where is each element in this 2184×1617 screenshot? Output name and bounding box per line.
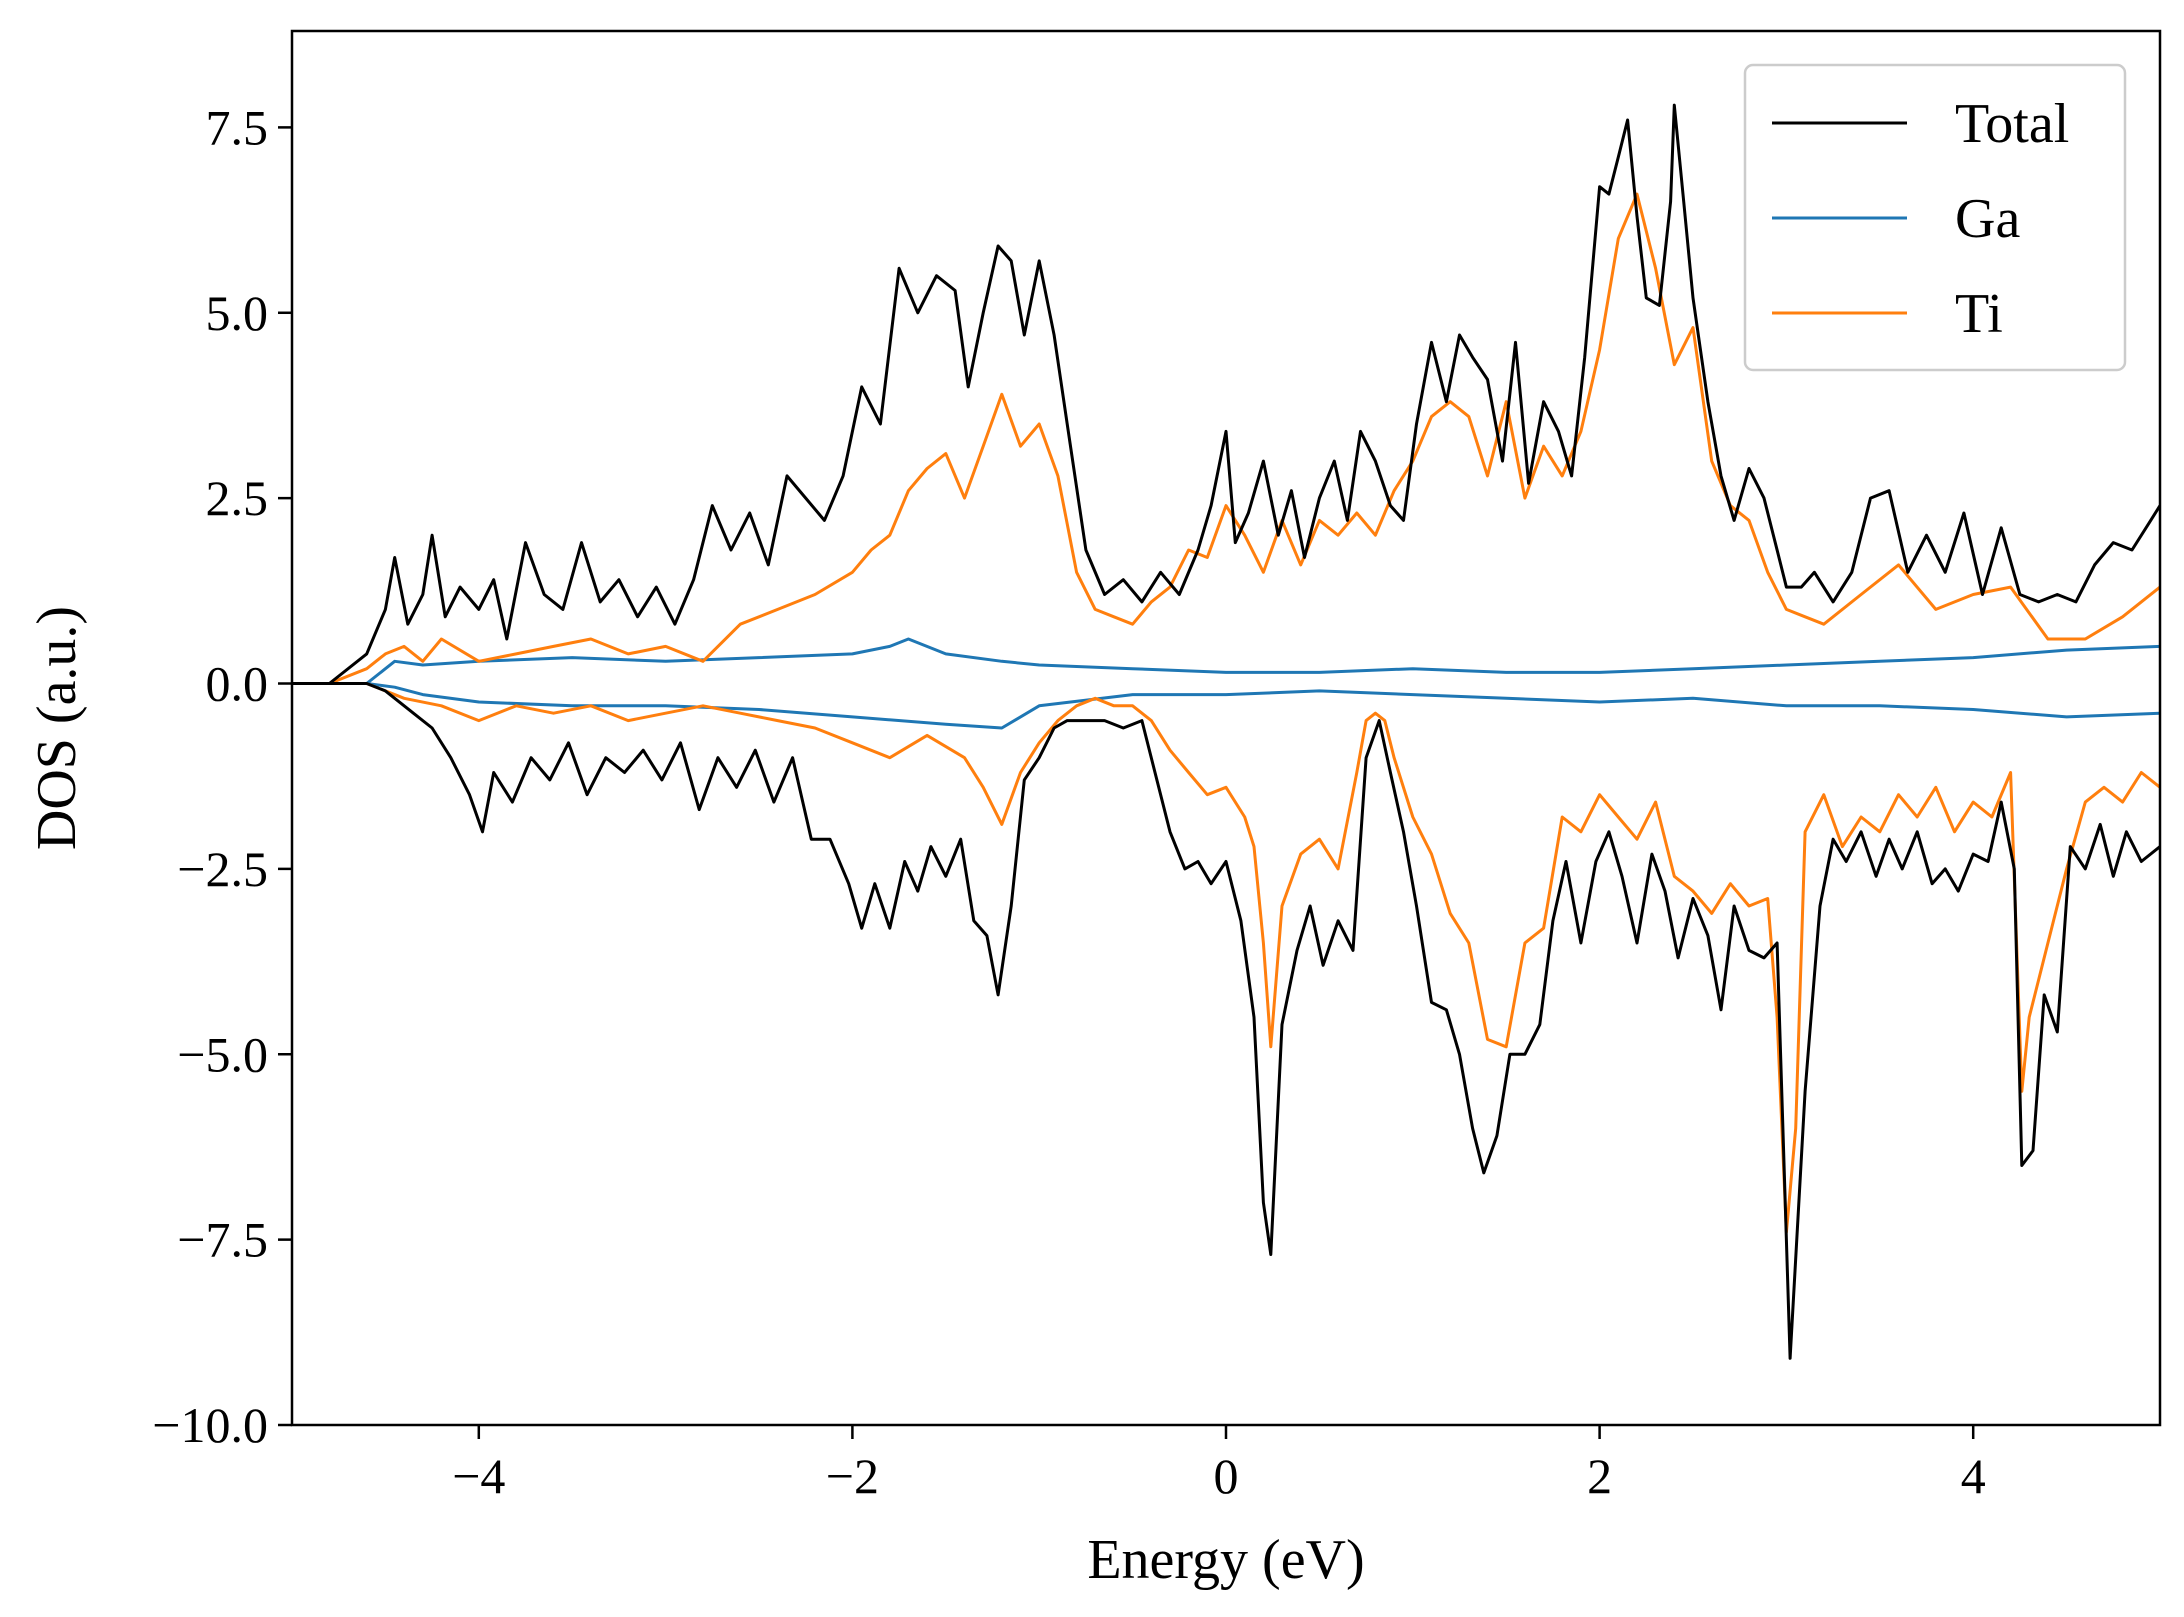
y-tick-label: −5.0 xyxy=(177,1026,268,1082)
legend-label-ti: Ti xyxy=(1955,283,2003,345)
y-tick-label: 5.0 xyxy=(206,285,269,341)
y-tick-label: 7.5 xyxy=(206,99,269,155)
series-line-ti-up xyxy=(292,192,2160,685)
series-line-ti-down xyxy=(292,682,2160,1234)
y-tick-label: −7.5 xyxy=(177,1212,268,1268)
y-tick-label: −10.0 xyxy=(152,1397,268,1453)
x-tick-label: 0 xyxy=(1214,1448,1239,1504)
legend-box xyxy=(1743,63,2127,372)
y-axis-label: DOS (a.u.) xyxy=(26,606,88,850)
y-tick-label: 2.5 xyxy=(206,470,269,526)
y-tick-label: 0.0 xyxy=(206,656,269,712)
x-tick-label: 2 xyxy=(1587,1448,1612,1504)
y-tick-label: −2.5 xyxy=(177,841,268,897)
legend-label-ga: Ga xyxy=(1955,188,2020,250)
series-layer xyxy=(292,103,2160,1360)
series-line-total-down xyxy=(292,682,2160,1360)
series-line-ga-down xyxy=(292,682,2160,730)
legend-label-total: Total xyxy=(1955,93,2069,155)
ticks-layer: −4 −2 0 2 4 7.5 5.0 2.5 0.0 −2.5 −5.0 −7.5 −10.0 xyxy=(152,99,1985,1504)
series-line-ga-up xyxy=(292,637,2160,685)
x-tick-label: −4 xyxy=(452,1448,505,1504)
series-line-total-up xyxy=(292,103,2160,685)
x-tick-label: 4 xyxy=(1961,1448,1986,1504)
legend: Total Ga Ti xyxy=(1743,63,2127,372)
x-tick-label: −2 xyxy=(826,1448,879,1504)
x-axis-label: Energy (eV) xyxy=(1087,1529,1364,1591)
